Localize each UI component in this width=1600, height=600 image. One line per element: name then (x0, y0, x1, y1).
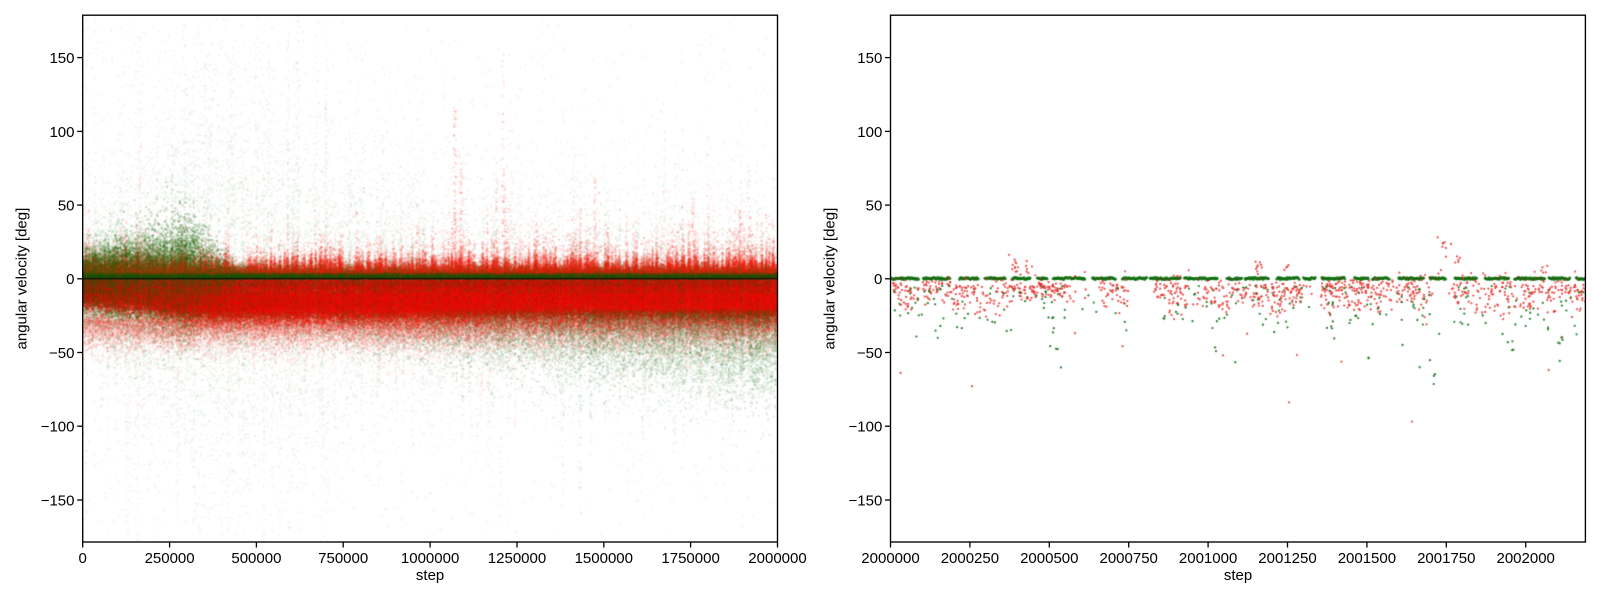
svg-text:2001750: 2001750 (1417, 550, 1475, 567)
svg-text:−100: −100 (41, 419, 75, 436)
svg-text:100: 100 (857, 124, 882, 141)
svg-text:angular velocity [deg]: angular velocity [deg] (14, 208, 31, 350)
svg-text:−50: −50 (49, 345, 74, 362)
svg-text:step: step (1224, 567, 1252, 584)
svg-text:0: 0 (874, 271, 882, 288)
svg-text:2001000: 2001000 (1179, 550, 1237, 567)
svg-text:750000: 750000 (318, 550, 368, 567)
svg-text:250000: 250000 (145, 550, 195, 567)
svg-text:500000: 500000 (231, 550, 281, 567)
svg-text:−150: −150 (41, 492, 75, 509)
svg-text:2000250: 2000250 (941, 550, 999, 567)
svg-text:1000000: 1000000 (401, 550, 459, 567)
svg-text:−50: −50 (857, 345, 882, 362)
svg-text:50: 50 (866, 198, 883, 215)
svg-text:−100: −100 (849, 419, 883, 436)
svg-text:0: 0 (79, 550, 87, 567)
svg-text:150: 150 (857, 50, 882, 67)
svg-text:1500000: 1500000 (575, 550, 633, 567)
svg-text:50: 50 (58, 198, 75, 215)
svg-text:1750000: 1750000 (661, 550, 719, 567)
svg-text:2001500: 2001500 (1338, 550, 1396, 567)
svg-text:−150: −150 (849, 492, 883, 509)
svg-text:2000750: 2000750 (1099, 550, 1157, 567)
svg-text:100: 100 (49, 124, 74, 141)
svg-text:150: 150 (49, 50, 74, 67)
svg-text:2002000: 2002000 (1496, 550, 1554, 567)
svg-text:2001250: 2001250 (1258, 550, 1316, 567)
svg-text:0: 0 (66, 271, 74, 288)
svg-text:2000500: 2000500 (1020, 550, 1078, 567)
svg-text:1250000: 1250000 (488, 550, 546, 567)
svg-text:2000000: 2000000 (861, 550, 919, 567)
svg-text:step: step (416, 567, 444, 584)
svg-text:angular velocity [deg]: angular velocity [deg] (821, 208, 838, 350)
svg-text:2000000: 2000000 (748, 550, 806, 567)
